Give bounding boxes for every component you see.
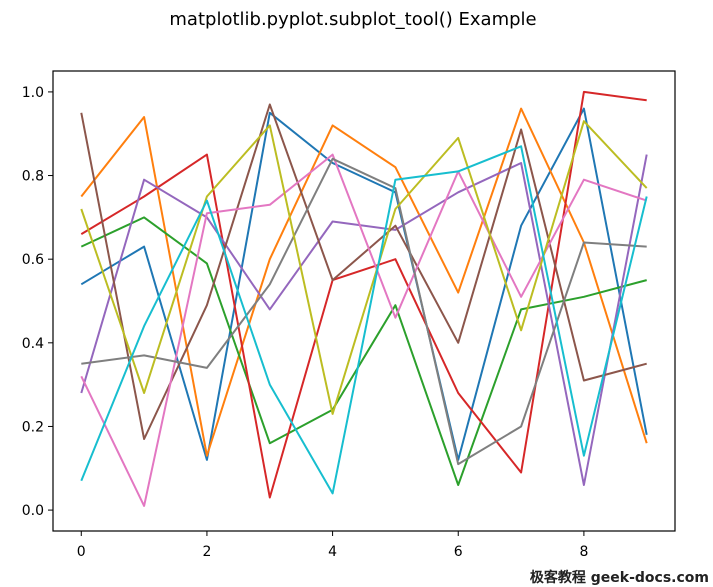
- x-tick-label: 8: [579, 544, 588, 560]
- y-tick-label: 1.0: [22, 85, 44, 101]
- x-tick-label: 4: [328, 544, 337, 560]
- series-line-6: [80, 103, 647, 440]
- x-tick-label: 2: [202, 544, 211, 560]
- axes-frame: [52, 70, 676, 532]
- series-line-8: [81, 157, 647, 466]
- series-line-9: [80, 120, 648, 415]
- series-line-5: [80, 154, 648, 486]
- series-line-7: [80, 153, 648, 507]
- y-tick-label: 0.8: [22, 169, 44, 185]
- x-tick-label: 0: [77, 544, 86, 560]
- watermark: 极客教程 geek-docs.com: [530, 569, 709, 586]
- y-tick-label: 0.6: [22, 252, 44, 268]
- x-axis: 0 2 4 6 8: [77, 531, 588, 560]
- series-line-10: [80, 145, 648, 495]
- x-tick-label: 6: [454, 544, 463, 560]
- series-line-2: [80, 107, 648, 457]
- series-line-4: [80, 90, 647, 499]
- y-tick-label: 0.4: [22, 336, 44, 352]
- y-tick-label: 0.0: [22, 503, 44, 519]
- series-line-1: [80, 107, 648, 461]
- plot-lines: [80, 90, 648, 507]
- y-tick-label: 0.2: [22, 419, 44, 435]
- y-axis: 0.0 0.2 0.4 0.6 0.8 1.0: [22, 85, 53, 519]
- chart-title: matplotlib.pyplot.subplot_tool() Example: [169, 9, 536, 30]
